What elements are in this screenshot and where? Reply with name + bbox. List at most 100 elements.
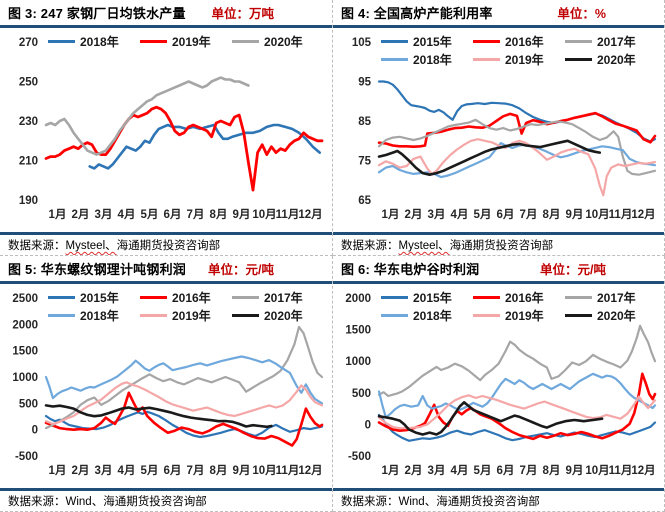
y-tick-label: 250	[19, 77, 38, 89]
legend-swatch	[472, 39, 500, 43]
legend-label: 2020年	[596, 52, 636, 67]
x-tick-label: 10月	[585, 464, 609, 477]
y-tick-label: 2500	[12, 293, 38, 305]
y-tick-label: 1000	[345, 356, 371, 368]
series-line-2017年	[44, 325, 324, 430]
series-line-2017年	[377, 324, 657, 398]
data-source: 数据来源： Mysteel、 海通期货投资咨询部	[0, 235, 332, 255]
y-tick-label: 75	[358, 156, 371, 168]
divider-bottom	[333, 232, 664, 235]
legend-item: 2020年	[231, 306, 324, 324]
x-tick-label: 11月	[276, 464, 300, 477]
x-tick-label: 3月	[428, 464, 446, 477]
divider-top	[0, 25, 332, 28]
y-tick-label: 0	[32, 425, 38, 437]
y-tick-label: 500	[352, 388, 371, 400]
series-line-2015年	[377, 413, 657, 442]
figure-header: 图 6: 华东电炉谷时利润 单位：元/吨	[333, 256, 664, 281]
unit-label: 单位：%	[557, 7, 606, 21]
divider-bottom	[0, 232, 332, 235]
legend-swatch	[381, 57, 408, 61]
x-tick-label: 4月	[451, 464, 469, 477]
figure-panel-5: 图 5: 华东螺纹钢理计吨钢利润 单位：元/吨 2015年 2016年 2017年 2…	[0, 256, 333, 512]
legend-swatch	[48, 313, 75, 317]
legend-swatch	[139, 313, 167, 317]
series-line-2018年	[377, 372, 657, 419]
x-tick-label: 1月	[49, 208, 67, 221]
x-tick-label: 9月	[233, 464, 251, 477]
x-tick-label: 4月	[451, 208, 469, 221]
figure-panel-4: 图 4: 全国高炉产能利用率 单位：% 2015年 2016年 2017年 2018年…	[333, 0, 665, 256]
x-tick-label: 11月	[276, 208, 300, 221]
chart-legend: 2018年 2019年 2020年	[48, 32, 324, 50]
series-line-2016年	[377, 372, 657, 441]
source-label: 数据来源：	[8, 496, 66, 508]
legend-swatch	[139, 39, 167, 43]
legend-item: 2015年	[381, 288, 473, 306]
x-tick-label: 6月	[497, 208, 515, 221]
legend-item: 2017年	[564, 288, 657, 306]
legend-swatch	[231, 313, 259, 317]
y-tick-label: 1500	[345, 325, 371, 337]
series-line-2018年	[88, 123, 322, 170]
figure-panel-3: 图 3: 247 家钢厂日均铁水产量 单位：万吨 2018年 2019年 2020年…	[0, 0, 333, 256]
x-tick-label: 9月	[566, 208, 584, 221]
legend-item: 2019年	[139, 32, 232, 50]
legend-swatch	[564, 313, 592, 317]
x-tick-label: 1月	[49, 464, 67, 477]
legend-item: 2018年	[48, 306, 140, 324]
legend-item: 2019年	[472, 306, 565, 324]
chart-area: 2015年 2016年 2017年 2018年 2019年 2020年 2000 1500 1…	[333, 284, 664, 488]
x-tick-label: 2月	[72, 208, 90, 221]
legend-label: 2015年	[413, 34, 452, 49]
series-line-2020年	[44, 404, 273, 429]
x-tick-label: 6月	[164, 208, 182, 221]
legend-item: 2016年	[472, 32, 565, 50]
legend-swatch	[381, 295, 408, 299]
legend-label: 2018年	[80, 34, 119, 49]
legend-swatch	[139, 295, 167, 299]
x-tick-label: 2月	[405, 208, 423, 221]
legend-label: 2017年	[263, 290, 303, 305]
y-tick-label: 105	[352, 37, 372, 49]
chart-canvas: 105 95 85 75 65 1月 2月 3月 4月 5月 6月 7月 8月 9月 10月 11月 12月	[352, 37, 657, 221]
series-line-2016年	[377, 111, 657, 148]
legend-label: 2016年	[504, 34, 544, 49]
legend-item: 2020年	[231, 32, 324, 50]
legend-label: 2017年	[596, 34, 636, 49]
legend-swatch	[472, 295, 500, 299]
legend-label: 2020年	[263, 308, 303, 323]
legend-label: 2018年	[413, 308, 452, 323]
legend-item: 2020年	[564, 50, 657, 68]
chart-legend: 2015年 2016年 2017年 2018年 2019年 2020年	[48, 288, 324, 324]
legend-item: 2018年	[48, 32, 140, 50]
y-tick-label: 2000	[12, 319, 38, 331]
y-tick-label: 190	[19, 195, 38, 207]
series-line-2020年	[377, 401, 604, 436]
x-tick-label: 5月	[474, 464, 492, 477]
unit-label: 单位：元/吨	[208, 263, 274, 277]
series-line-2020年	[44, 76, 250, 156]
divider-top	[333, 281, 664, 284]
chart-canvas: 2000 1500 1000 500 0 -500 1月 2月 3月 4月 5月 6月 7月 8月 9月 10…	[345, 293, 657, 477]
chart-area: 2015年 2016年 2017年 2018年 2019年 2020年 2500 2000 1…	[0, 284, 332, 488]
source-vendor: Wind、	[398, 496, 437, 508]
series-line-2019年	[377, 394, 657, 430]
x-tick-label: 1月	[382, 464, 400, 477]
y-tick-label: 65	[358, 195, 371, 207]
unit-label: 单位：元/吨	[540, 263, 606, 277]
legend-label: 2016年	[504, 290, 544, 305]
source-label: 数据来源：	[341, 240, 399, 252]
x-tick-label: 3月	[428, 208, 446, 221]
x-tick-label: 4月	[118, 464, 136, 477]
series-line-2016年	[44, 391, 324, 447]
x-tick-label: 7月	[187, 464, 205, 477]
legend-item: 2019年	[139, 306, 232, 324]
source-label: 数据来源：	[341, 496, 399, 508]
figure-header: 图 5: 华东螺纹钢理计吨钢利润 单位：元/吨	[0, 256, 332, 281]
x-tick-label: 7月	[520, 464, 538, 477]
legend-item: 2017年	[231, 288, 324, 306]
series-line-2019年	[44, 105, 324, 192]
x-tick-label: 3月	[95, 464, 113, 477]
legend-item: 2018年	[381, 50, 473, 68]
